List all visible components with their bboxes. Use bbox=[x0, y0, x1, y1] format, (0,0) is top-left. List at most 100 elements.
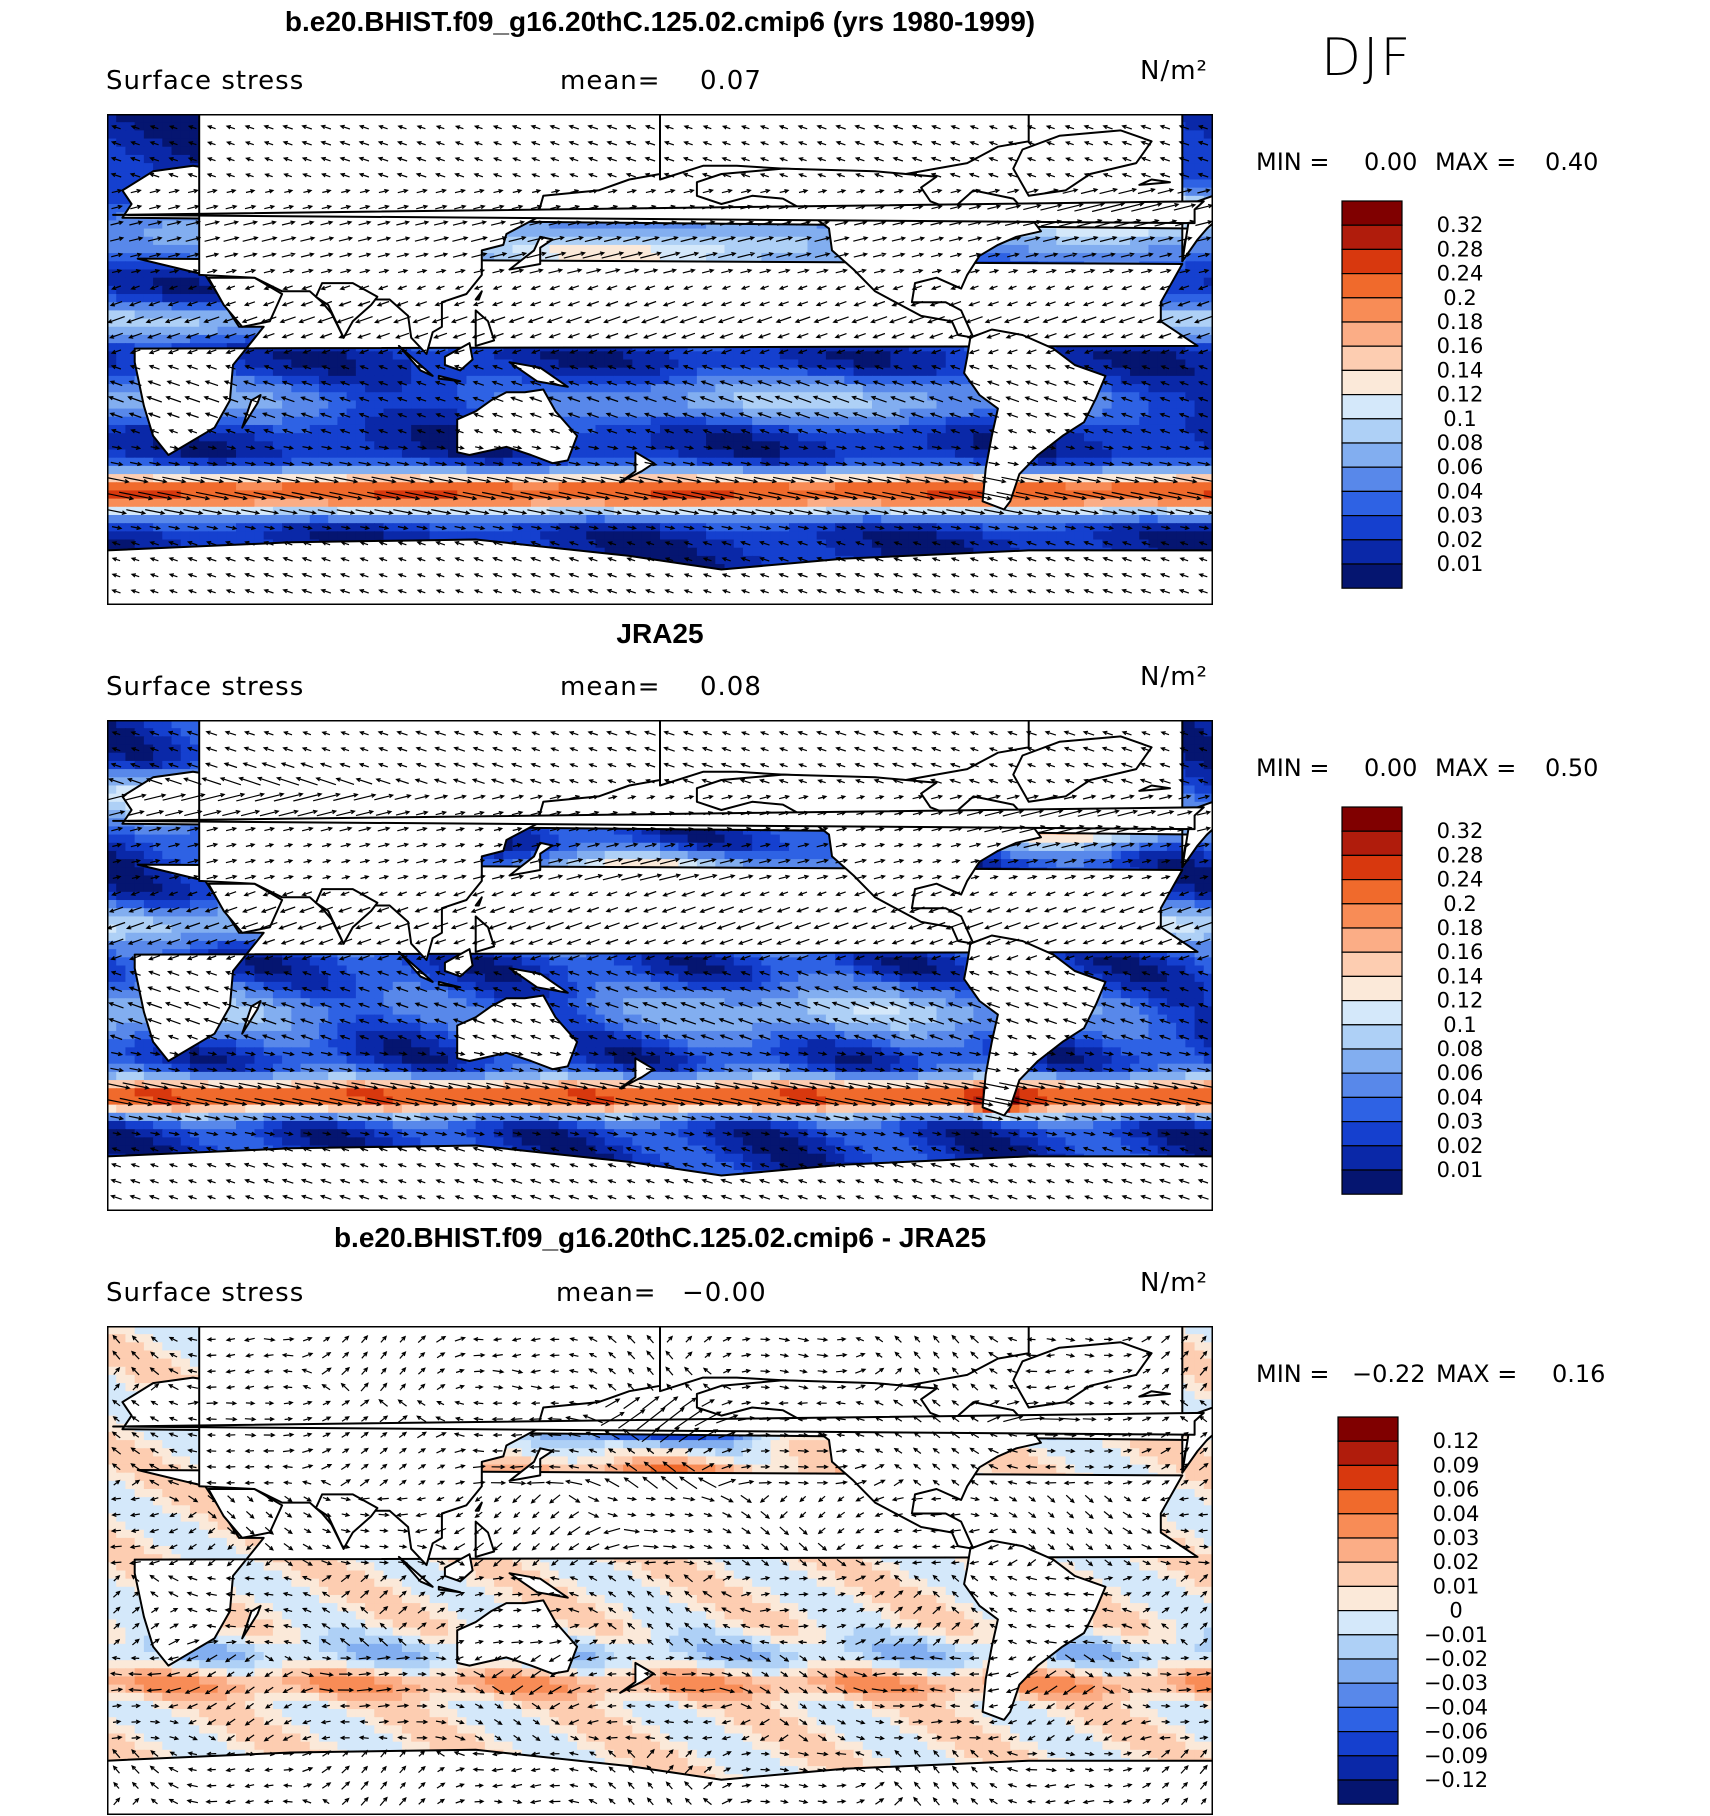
field-cell bbox=[613, 367, 624, 377]
field-cell bbox=[936, 351, 947, 361]
field-cell bbox=[918, 408, 928, 418]
field-cell bbox=[180, 285, 191, 295]
field-cell bbox=[1102, 375, 1113, 385]
field-cell bbox=[871, 351, 882, 361]
field-cell bbox=[475, 351, 486, 361]
field-cell bbox=[236, 384, 246, 393]
field-cell bbox=[927, 375, 938, 385]
field-cell bbox=[678, 375, 689, 385]
field-cell bbox=[1120, 375, 1131, 385]
field-cell bbox=[374, 384, 385, 393]
field-cell bbox=[107, 171, 117, 181]
field-cell bbox=[116, 318, 127, 328]
field-cell bbox=[143, 302, 154, 311]
field-cell bbox=[134, 253, 145, 262]
field-cell bbox=[143, 146, 154, 156]
field-cell bbox=[650, 392, 661, 402]
field-cell bbox=[429, 441, 440, 451]
field-cell bbox=[927, 367, 938, 377]
field-cell bbox=[789, 359, 799, 369]
field-cell bbox=[733, 433, 744, 442]
field-cell bbox=[153, 343, 163, 352]
field-cell bbox=[1203, 269, 1213, 279]
field-cell bbox=[724, 449, 735, 459]
field-cell bbox=[401, 375, 412, 385]
field-cell bbox=[180, 130, 191, 140]
field-cell bbox=[1157, 416, 1168, 426]
field-cell bbox=[328, 351, 339, 361]
field-cell bbox=[217, 334, 228, 344]
field-cell bbox=[355, 392, 366, 402]
field-cell bbox=[153, 294, 163, 303]
field-cell bbox=[669, 244, 680, 254]
field-cell bbox=[411, 424, 421, 434]
field-cell bbox=[1120, 351, 1131, 361]
field-cell bbox=[807, 351, 818, 361]
field-cell bbox=[1166, 310, 1177, 320]
field-cell bbox=[696, 449, 707, 459]
field-cell bbox=[1065, 351, 1076, 361]
field-cell bbox=[1185, 302, 1196, 311]
field-cell bbox=[973, 433, 984, 442]
field-cell bbox=[835, 441, 845, 451]
field-cell bbox=[908, 375, 919, 385]
field-cell bbox=[401, 384, 412, 393]
field-cell bbox=[245, 433, 256, 442]
field-cell bbox=[438, 400, 449, 410]
field-cell bbox=[973, 400, 984, 410]
field-cell bbox=[549, 253, 560, 262]
field-cell bbox=[180, 138, 191, 148]
field-cell bbox=[1111, 236, 1122, 246]
field-cell bbox=[125, 228, 136, 238]
field-cell bbox=[816, 392, 827, 402]
field-cell bbox=[770, 416, 781, 426]
field-cell bbox=[733, 416, 744, 426]
field-cell bbox=[392, 351, 403, 361]
field-cell bbox=[752, 384, 762, 393]
field-cell bbox=[1185, 114, 1196, 123]
field-cell bbox=[171, 154, 182, 164]
field-cell bbox=[798, 359, 809, 369]
field-cell bbox=[862, 408, 873, 418]
field-cell bbox=[825, 433, 836, 442]
field-cell bbox=[1176, 294, 1186, 303]
field-cell bbox=[245, 441, 256, 451]
field-cell bbox=[825, 384, 836, 393]
field-cell bbox=[779, 244, 790, 254]
field-cell bbox=[134, 416, 145, 426]
field-cell bbox=[438, 441, 449, 451]
field-cell bbox=[1157, 351, 1168, 361]
field-cell bbox=[208, 318, 219, 328]
field-cell bbox=[401, 441, 412, 451]
field-cell bbox=[217, 416, 228, 426]
field-cell bbox=[1102, 253, 1113, 262]
field-cell bbox=[328, 375, 339, 385]
field-cell bbox=[945, 416, 956, 426]
field-cell bbox=[706, 441, 716, 451]
field-cell bbox=[1093, 441, 1103, 451]
field-cell bbox=[761, 236, 772, 246]
field-cell bbox=[890, 400, 901, 410]
field-cell bbox=[1185, 424, 1196, 434]
field-cell bbox=[825, 244, 836, 254]
field-cell bbox=[779, 441, 790, 451]
field-cell bbox=[171, 146, 182, 156]
field-cell bbox=[189, 326, 200, 336]
field-cell bbox=[1194, 334, 1205, 344]
field-cell bbox=[641, 359, 652, 369]
field-cell bbox=[1037, 236, 1048, 246]
panel-1-max-value: 0.40 bbox=[1545, 148, 1598, 176]
field-cell bbox=[1074, 433, 1085, 442]
field-cell bbox=[438, 416, 449, 426]
field-cell bbox=[383, 449, 394, 459]
field-cell bbox=[899, 392, 910, 402]
field-cell bbox=[355, 441, 366, 451]
field-cell bbox=[503, 449, 514, 459]
field-cell bbox=[107, 416, 117, 426]
field-cell bbox=[954, 424, 965, 434]
field-cell bbox=[586, 359, 597, 369]
field-cell bbox=[309, 433, 320, 442]
field-cell bbox=[982, 433, 993, 442]
field-cell bbox=[162, 334, 173, 344]
field-cell bbox=[558, 220, 569, 230]
